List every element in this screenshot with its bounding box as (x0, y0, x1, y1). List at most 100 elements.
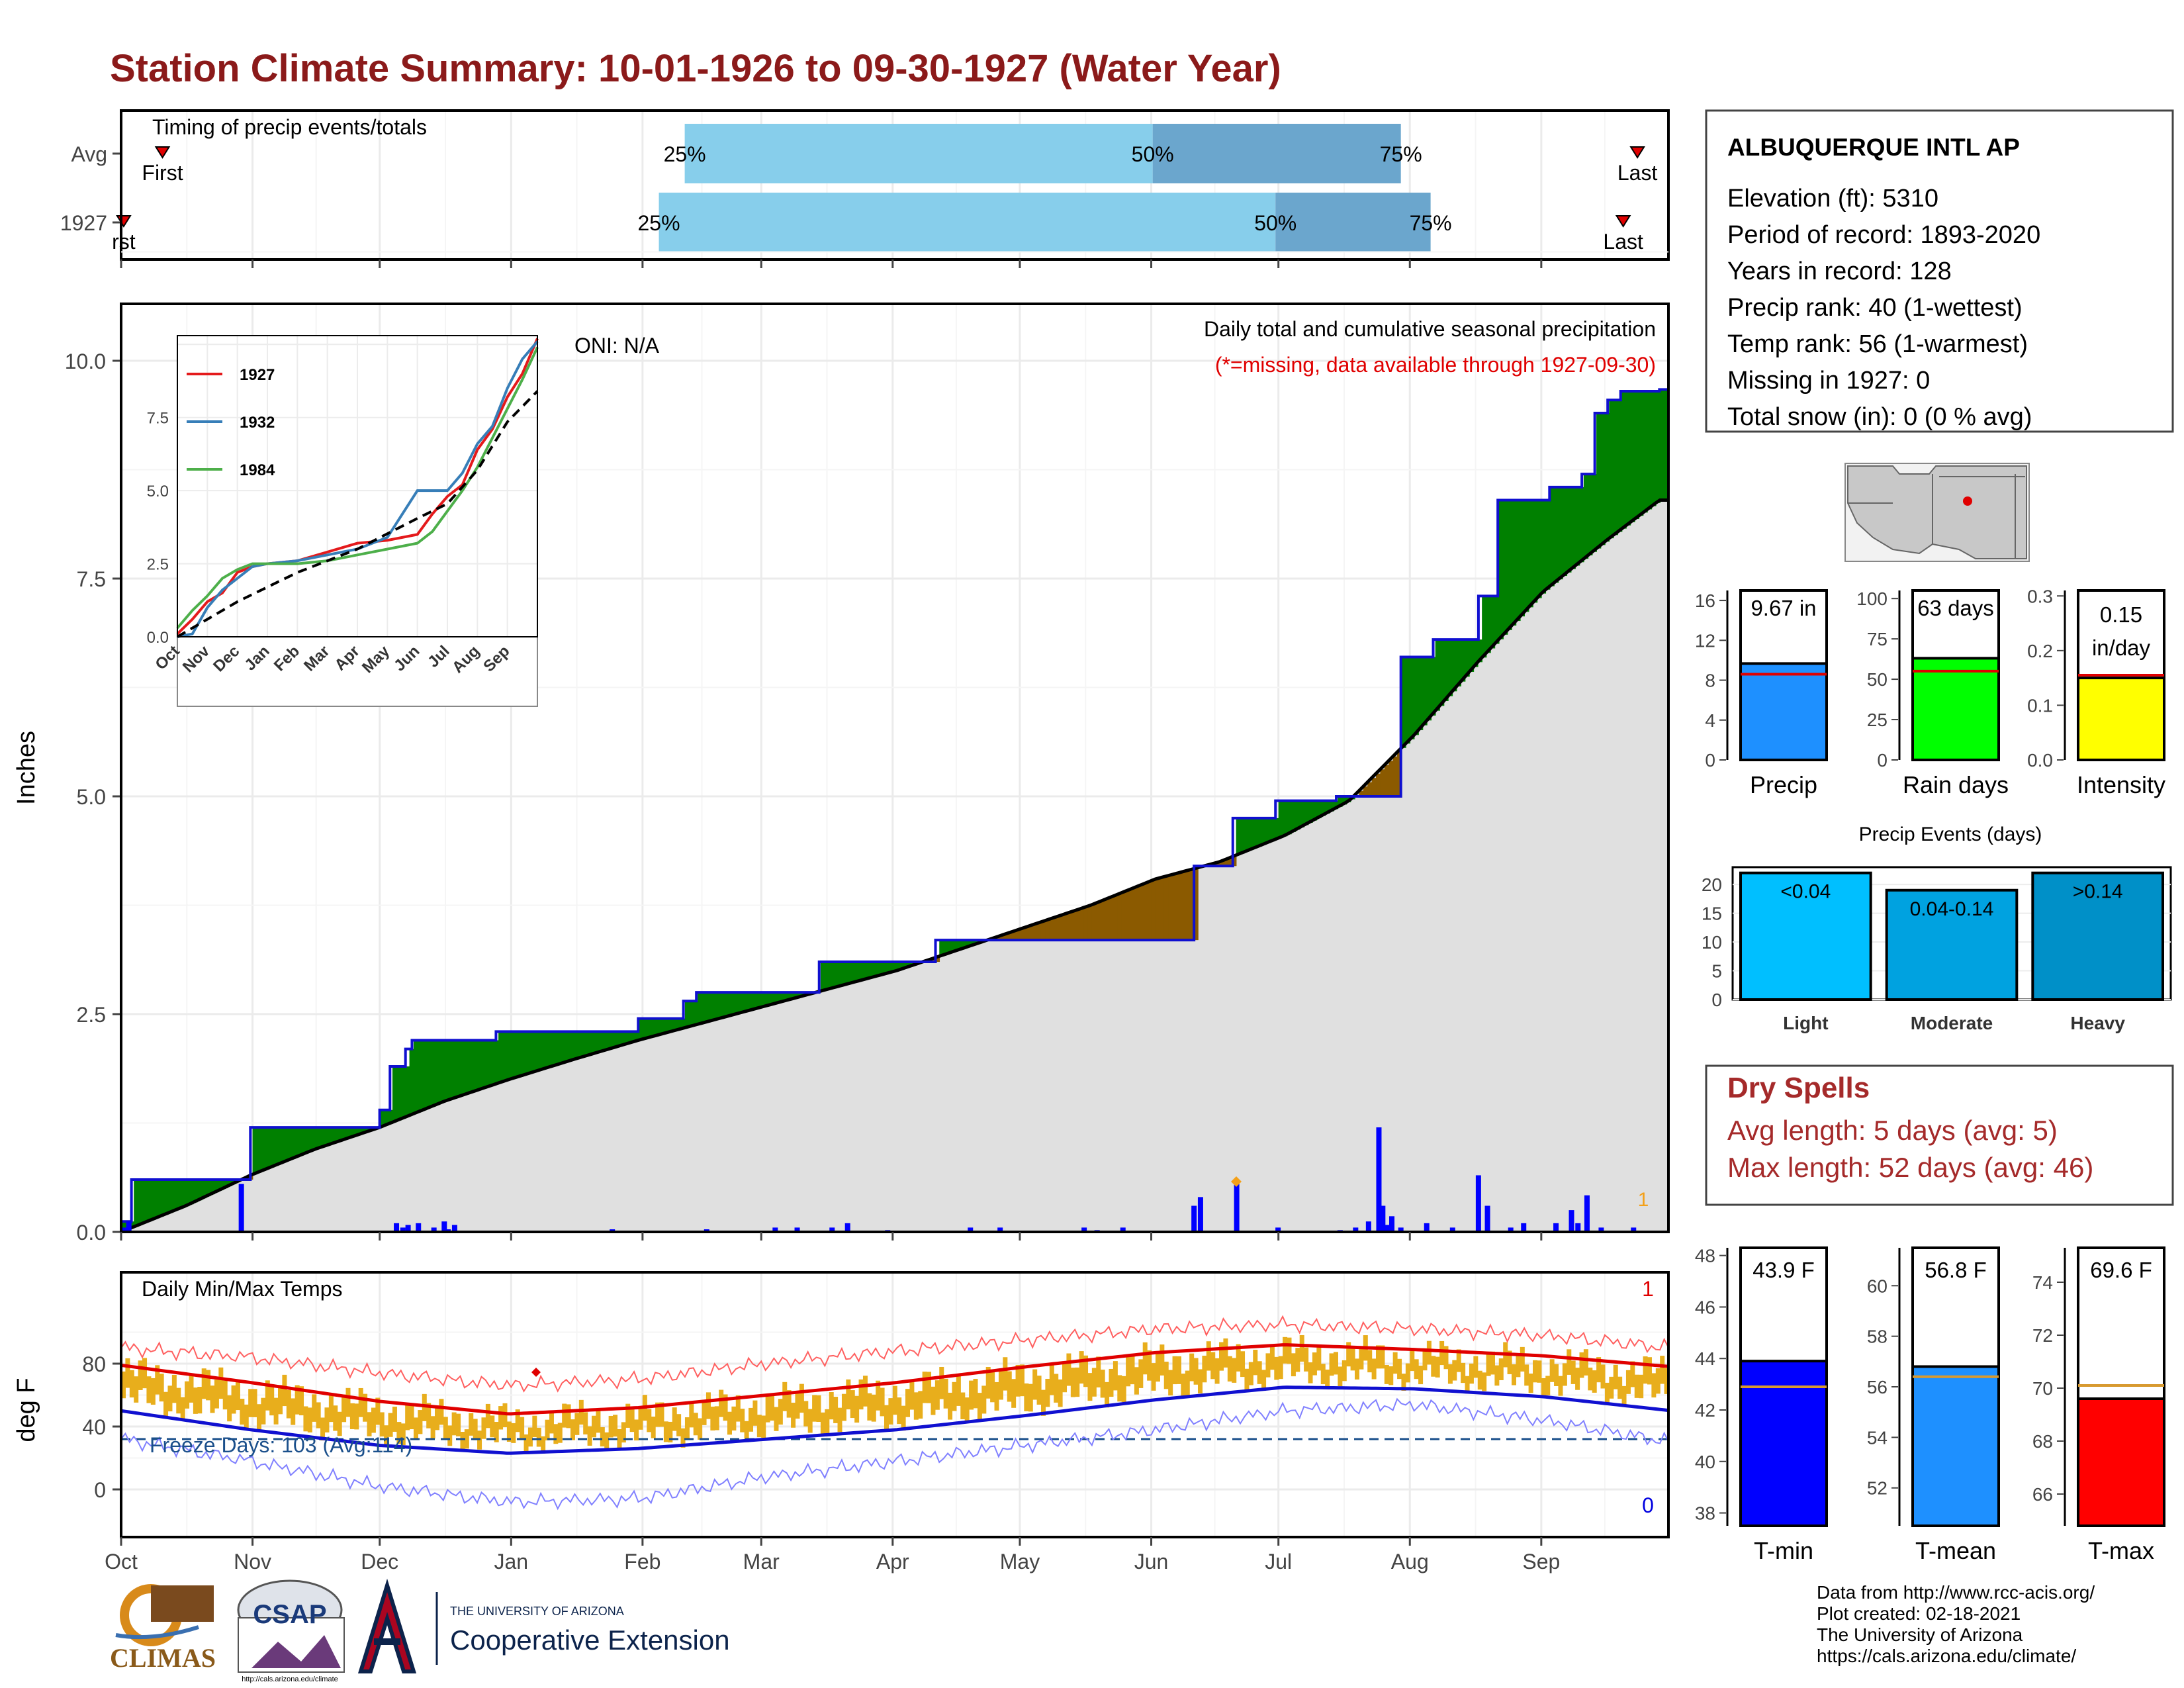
above-average-segment (1447, 639, 1453, 696)
below-average-segment (1168, 875, 1173, 941)
above-average-segment (1283, 800, 1288, 837)
daily-temp-bar (1316, 1346, 1322, 1371)
daily-temp-bar (1087, 1373, 1093, 1401)
daily-temp-bar (574, 1413, 580, 1435)
university-logo: THE UNIVERSITY OF ARIZONA Cooperative Ex… (357, 1578, 730, 1673)
above-average-segment (515, 1031, 520, 1078)
daily-temp-bar (1083, 1355, 1089, 1387)
above-average-segment (477, 1040, 482, 1090)
daily-temp-bar (1477, 1370, 1482, 1390)
daily-temp-bar (1350, 1347, 1355, 1371)
above-average-segment (1418, 657, 1424, 731)
daily-temp-bar (964, 1397, 970, 1423)
timing-bar-50-75 (1152, 124, 1401, 183)
daily-temp-bar (752, 1400, 758, 1426)
above-average-segment (1634, 391, 1639, 520)
below-average-segment (1397, 752, 1402, 796)
above-average-segment (761, 992, 766, 1008)
daily-temp-bar (1549, 1359, 1555, 1382)
above-average-segment (625, 1031, 631, 1045)
daily-precip-bar (1449, 1227, 1455, 1232)
daily-temp-bar (710, 1406, 715, 1430)
last-event-label: Last (1603, 230, 1643, 254)
daily-temp-bar (1320, 1364, 1326, 1385)
below-average-segment (1075, 910, 1080, 941)
above-average-segment (1244, 818, 1250, 852)
daily-temp-bar (231, 1385, 236, 1414)
summary-y-tick-label: 0 (1705, 750, 1715, 771)
above-average-segment (1257, 818, 1262, 847)
above-average-segment (379, 1109, 385, 1128)
daily-temp-bar (795, 1391, 800, 1419)
daily-temp-bar (672, 1407, 677, 1431)
above-average-segment (180, 1180, 185, 1208)
summary-bar (1911, 1365, 2000, 1528)
daily-temp-bar (1049, 1364, 1054, 1395)
daily-temp-bar (206, 1370, 211, 1401)
daily-temp-bar (1639, 1374, 1644, 1399)
timing-pct-label: 50% (1254, 211, 1297, 235)
above-average-segment (252, 1127, 257, 1175)
above-average-segment (795, 992, 800, 998)
daily-precip-bar (416, 1223, 422, 1232)
daily-temp-bar (1567, 1349, 1572, 1375)
daily-temp-bar (291, 1398, 296, 1425)
above-average-segment (363, 1127, 368, 1133)
above-average-segment (837, 962, 842, 987)
above-average-segment (523, 1031, 529, 1075)
summary-y-tick-label: 58 (1867, 1327, 1888, 1347)
above-average-segment (1567, 487, 1572, 573)
timing-panel-title: Timing of precip events/totals (152, 115, 427, 139)
daily-temp-bar (990, 1372, 995, 1403)
daily-temp-bar (1562, 1363, 1567, 1386)
daily-precip-bar (1475, 1175, 1481, 1232)
daily-precip-bar (1508, 1227, 1514, 1232)
daily-temp-bar (248, 1389, 253, 1417)
daily-temp-bar (1117, 1375, 1122, 1402)
above-average-segment (782, 992, 788, 1002)
inset-y-tick-label: 7.5 (147, 410, 169, 428)
daily-temp-bar (549, 1411, 554, 1434)
events-y-tick-label: 20 (1702, 874, 1722, 895)
daily-temp-bar (562, 1403, 567, 1428)
daily-temp-bar (282, 1374, 287, 1407)
below-average-segment (1185, 870, 1190, 941)
above-average-segment (897, 962, 902, 971)
summary-bar (1739, 1360, 1828, 1527)
daily-temp-bar (189, 1374, 194, 1403)
summary-y-tick-label: 46 (1695, 1297, 1715, 1317)
above-average-segment (1338, 796, 1343, 807)
daily-temp-bar (566, 1404, 571, 1429)
events-category-label: Moderate (1911, 1013, 1993, 1033)
daily-temp-bar (451, 1412, 457, 1436)
above-average-segment (129, 1221, 135, 1229)
daily-temp-bar (176, 1387, 181, 1414)
above-average-segment (206, 1180, 211, 1197)
summary-value-label: 63 days (1917, 596, 1994, 620)
below-average-segment (1100, 901, 1105, 941)
daily-temp-bar (1575, 1368, 1580, 1390)
daily-temp-bar (1507, 1350, 1512, 1374)
below-average-segment (1054, 917, 1059, 941)
daily-temp-bar (1036, 1376, 1042, 1405)
above-average-segment (1588, 474, 1593, 555)
daily-precip-bar (1353, 1227, 1359, 1232)
daily-temp-bar (812, 1395, 817, 1422)
below-average-segment (1227, 859, 1233, 867)
above-average-segment (600, 1031, 606, 1052)
last-event-label: Last (1617, 161, 1658, 185)
below-average-segment (1371, 778, 1377, 796)
station-detail-line: Years in record: 128 (1727, 258, 1952, 285)
above-average-segment (171, 1180, 177, 1211)
above-average-segment (269, 1127, 275, 1168)
above-average-segment (261, 1127, 266, 1171)
avg-max-line (120, 1343, 1669, 1416)
above-average-segment (1320, 800, 1326, 816)
daily-temp-bar (1422, 1348, 1428, 1371)
daily-temp-bar (583, 1412, 588, 1434)
month-x-tick-label: May (1000, 1550, 1040, 1573)
above-average-segment (1452, 639, 1457, 692)
daily-temp-bar (744, 1421, 749, 1442)
temp-y-tick-label: 40 (82, 1415, 106, 1439)
